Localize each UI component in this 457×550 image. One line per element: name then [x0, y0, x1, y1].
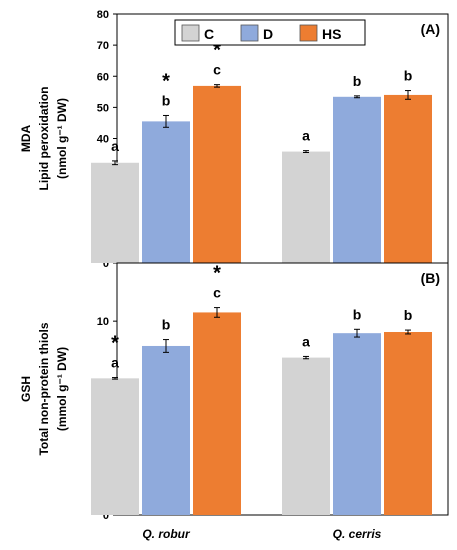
- legend-swatch: [299, 24, 318, 42]
- significance-letter: b: [162, 317, 171, 333]
- significance-letter: c: [213, 285, 221, 301]
- significance-letter: b: [404, 307, 413, 323]
- significance-letter: b: [404, 68, 413, 84]
- bar: [91, 378, 139, 515]
- y-tick-label: 60: [97, 71, 109, 83]
- y-axis-label: GSH: [19, 376, 33, 402]
- x-category-label: Q. robur: [142, 527, 191, 541]
- legend-box: [174, 19, 366, 46]
- bar: [384, 332, 432, 515]
- significance-letter: a: [302, 333, 310, 349]
- y-axis-label: (nmol g⁻¹ DW): [55, 98, 69, 179]
- legend-label: C: [204, 26, 214, 42]
- bar: [333, 96, 381, 263]
- y-axis-label: MDA: [19, 125, 33, 153]
- y-tick-label: 0: [103, 258, 109, 270]
- panel-a: 01020304050607080MDALipid peroxidation(n…: [19, 9, 449, 270]
- y-axis-label: Lipid peroxidation: [37, 87, 51, 191]
- significance-star: *: [213, 40, 221, 62]
- y-tick-label: 70: [97, 40, 109, 52]
- y-tick-label: 0: [103, 510, 109, 522]
- bar: [282, 357, 330, 515]
- bar: [142, 121, 190, 263]
- panel-label: (A): [421, 21, 440, 37]
- bar: [193, 312, 241, 515]
- y-tick-label: 50: [97, 102, 109, 114]
- significance-letter: a: [302, 128, 310, 144]
- legend: C D HS: [174, 19, 366, 46]
- significance-letter: b: [353, 73, 362, 89]
- panel-label: (B): [421, 270, 440, 286]
- bar: [91, 162, 139, 263]
- y-tick-label: 80: [97, 9, 109, 21]
- significance-star: *: [162, 70, 170, 92]
- x-category-label: Q. cerris: [333, 527, 382, 541]
- legend-label: HS: [322, 26, 341, 42]
- bar: [142, 345, 190, 515]
- significance-letter: a: [111, 138, 119, 154]
- bar: [333, 333, 381, 515]
- significance-letter: b: [162, 92, 171, 108]
- bar: [384, 94, 432, 263]
- y-tick-label: 40: [97, 134, 109, 146]
- panel-b: 0510GSHTotal non-protein thiols(mmol g⁻¹…: [19, 262, 449, 541]
- legend-swatch: [181, 24, 200, 42]
- y-tick-label: 10: [97, 316, 109, 328]
- significance-letter: c: [213, 62, 221, 78]
- significance-letter: a: [111, 355, 119, 371]
- legend-label: D: [263, 26, 273, 42]
- y-axis-label: (mmol g⁻¹ DW): [55, 347, 69, 431]
- legend-swatch: [240, 24, 259, 42]
- y-axis-label: Total non-protein thiols: [37, 322, 51, 455]
- significance-letter: b: [353, 306, 362, 322]
- significance-star: *: [213, 263, 221, 285]
- bar: [282, 151, 330, 263]
- significance-star: *: [111, 333, 119, 355]
- bar: [193, 85, 241, 264]
